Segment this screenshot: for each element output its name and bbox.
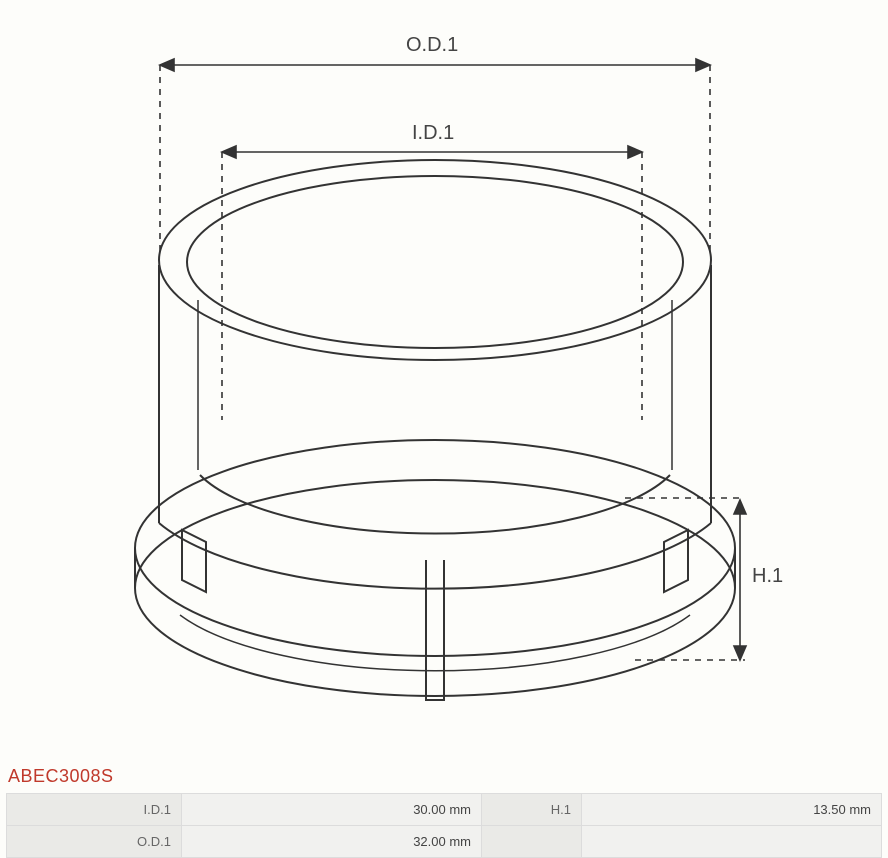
spec-value: 30.00 mm [182,794,482,826]
table-row: I.D.130.00 mmH.113.50 mm [7,794,882,826]
spec-key [482,826,582,858]
spec-key: I.D.1 [7,794,182,826]
spec-value: 32.00 mm [182,826,482,858]
label-id: I.D.1 [412,122,454,145]
diagram-svg [0,0,888,760]
part-number: ABEC3008S [8,766,114,787]
spec-value [582,826,882,858]
spec-table-body: I.D.130.00 mmH.113.50 mmO.D.132.00 mm [7,794,882,858]
label-h: H.1 [752,565,783,588]
spec-table: I.D.130.00 mmH.113.50 mmO.D.132.00 mm [6,793,882,858]
bearing-diagram: O.D.1 I.D.1 H.1 [0,0,888,760]
table-row: O.D.132.00 mm [7,826,882,858]
label-od: O.D.1 [406,34,458,57]
spec-value: 13.50 mm [582,794,882,826]
spec-key: O.D.1 [7,826,182,858]
spec-key: H.1 [482,794,582,826]
